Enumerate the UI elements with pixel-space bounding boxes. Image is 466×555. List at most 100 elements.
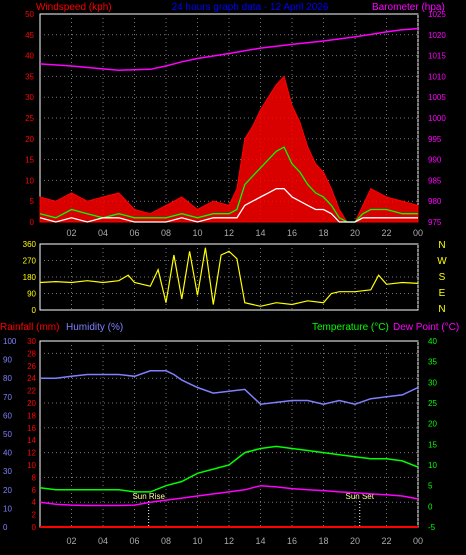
wind-x-tick-label: 22 — [381, 228, 391, 238]
direction-tick-label: 90 — [27, 290, 36, 299]
wind-x-tick-label: 02 — [66, 228, 76, 238]
wind-x-tick-label: 20 — [350, 228, 360, 238]
temperature-tick-label: 25 — [428, 399, 437, 408]
rain-tick-label: 20 — [27, 399, 36, 408]
rain-tick-label: 12 — [27, 449, 36, 458]
wind-x-tick-label: 14 — [255, 228, 265, 238]
humidity-series — [40, 371, 418, 404]
wind-x-tick-label: 06 — [129, 228, 139, 238]
windspeed-tick-label: 20 — [25, 135, 34, 144]
windspeed-tick-label: 15 — [25, 156, 34, 165]
barometer-tick-label: 1000 — [428, 114, 446, 123]
wind-x-tick-label: 04 — [98, 228, 108, 238]
direction-tick-label: 180 — [23, 273, 37, 282]
barometer-tick-label: 980 — [428, 197, 442, 206]
temp-x-tick-label: 22 — [381, 536, 391, 546]
temp-x-tick-label: 08 — [161, 536, 171, 546]
rain-tick-label: 4 — [32, 498, 37, 507]
temperature-tick-label: 35 — [428, 358, 437, 367]
windspeed-tick-label: 0 — [30, 218, 35, 227]
windspeed-tick-label: 40 — [25, 52, 34, 61]
humidity-tick-label: 50 — [3, 430, 12, 439]
dewpoint-axis-label: Dew Point (°C) — [393, 322, 459, 333]
rain-tick-label: 6 — [32, 486, 37, 495]
barometer-tick-label: 1005 — [428, 93, 446, 102]
temperature-axis-label: Temperature (°C) — [312, 322, 389, 333]
rain-tick-label: 8 — [32, 473, 37, 482]
barometer-tick-label: 985 — [428, 176, 442, 185]
temp-x-tick-label: 16 — [287, 536, 297, 546]
rain-tick-label: 0 — [32, 523, 37, 532]
temp-x-tick-label: 10 — [192, 536, 202, 546]
rain-tick-label: 18 — [27, 411, 36, 420]
humidity-tick-label: 30 — [3, 467, 12, 476]
windspeed-tick-label: 30 — [25, 93, 34, 102]
wind-x-tick-label: 00 — [413, 228, 423, 238]
barometer-tick-label: 1010 — [428, 72, 446, 81]
humidity-tick-label: 40 — [3, 449, 12, 458]
wind-x-tick-label: 16 — [287, 228, 297, 238]
rain-tick-label: 24 — [27, 374, 36, 383]
rain-tick-label: 16 — [27, 424, 36, 433]
temp-x-tick-label: 02 — [66, 536, 76, 546]
compass-label: S — [439, 272, 446, 283]
barometer-tick-label: 1015 — [428, 52, 446, 61]
rain-tick-label: 2 — [32, 511, 37, 520]
windspeed-tick-label: 5 — [30, 197, 35, 206]
temperature-tick-label: -5 — [428, 523, 436, 532]
humidity-tick-label: 100 — [3, 337, 17, 346]
windspeed-tick-label: 50 — [25, 10, 34, 19]
temperature-tick-label: 40 — [428, 337, 437, 346]
compass-label: W — [437, 256, 447, 267]
temp-x-tick-label: 04 — [98, 536, 108, 546]
humidity-tick-label: 80 — [3, 374, 12, 383]
humidity-tick-label: 60 — [3, 411, 12, 420]
windspeed-tick-label: 35 — [25, 72, 34, 81]
temp-x-tick-label: 12 — [224, 536, 234, 546]
compass-label: N — [438, 304, 445, 315]
compass-label: E — [439, 288, 446, 299]
temp-x-tick-label: 14 — [255, 536, 265, 546]
temperature-tick-label: 5 — [428, 482, 433, 491]
humidity-tick-label: 0 — [3, 523, 8, 532]
rain-tick-label: 14 — [27, 436, 36, 445]
windspeed-axis-label: Windspeed (kph) — [36, 2, 112, 13]
humidity-tick-label: 70 — [3, 393, 12, 402]
temperature-tick-label: 0 — [428, 502, 433, 511]
temperature-tick-label: 20 — [428, 420, 437, 429]
humidity-tick-label: 90 — [3, 356, 12, 365]
wind-x-tick-label: 08 — [161, 228, 171, 238]
temp-x-tick-label: 00 — [413, 536, 423, 546]
windspeed-tick-label: 45 — [25, 31, 34, 40]
temperature-tick-label: 15 — [428, 440, 437, 449]
rain-tick-label: 10 — [27, 461, 36, 470]
direction-tick-label: 270 — [23, 257, 37, 266]
wind-barometer-panel: 0510152025303540455097598098599099510001… — [25, 10, 446, 238]
windspeed-tick-label: 10 — [25, 176, 34, 185]
chart-title: 24 hours graph data - 12 April 2026 — [172, 2, 329, 13]
rain-tick-label: 28 — [27, 349, 36, 358]
direction-tick-label: 0 — [32, 306, 37, 315]
direction-tick-label: 360 — [23, 240, 37, 249]
barometer-tick-label: 995 — [428, 135, 442, 144]
barometer-tick-label: 1025 — [428, 10, 446, 19]
barometer-tick-label: 975 — [428, 218, 442, 227]
wind-x-tick-label: 10 — [192, 228, 202, 238]
rain-tick-label: 30 — [27, 337, 36, 346]
humidity-axis-label: Humidity (%) — [66, 322, 123, 333]
temperature-tick-label: 30 — [428, 378, 437, 387]
barometer-tick-label: 990 — [428, 156, 442, 165]
rain-humidity-temperature-panel: 0102030405060708090100024681012141618202… — [3, 337, 437, 546]
wind-x-tick-label: 18 — [318, 228, 328, 238]
windspeed-tick-label: 25 — [25, 114, 34, 123]
temp-x-tick-label: 06 — [129, 536, 139, 546]
sun-marker-label: Sun Rise — [132, 492, 165, 501]
humidity-tick-label: 10 — [3, 504, 12, 513]
temperature-tick-label: 10 — [428, 461, 437, 470]
rain-tick-label: 22 — [27, 387, 36, 396]
compass-label: N — [438, 240, 445, 251]
rainfall-axis-label: Rainfall (mm) — [0, 322, 59, 333]
temp-x-tick-label: 18 — [318, 536, 328, 546]
